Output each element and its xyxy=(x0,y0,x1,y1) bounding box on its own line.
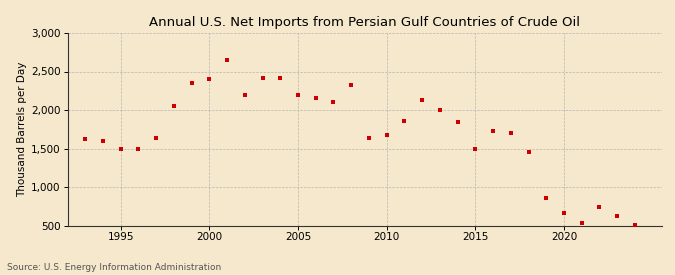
Point xyxy=(630,222,641,227)
Point xyxy=(381,133,392,138)
Text: Source: U.S. Energy Information Administration: Source: U.S. Energy Information Administ… xyxy=(7,263,221,272)
Point xyxy=(221,58,232,62)
Point xyxy=(594,205,605,209)
Point xyxy=(346,82,356,87)
Point xyxy=(115,147,126,152)
Point xyxy=(541,196,551,200)
Point xyxy=(452,120,463,125)
Point xyxy=(364,136,375,140)
Point xyxy=(416,98,427,102)
Point xyxy=(257,75,268,80)
Point xyxy=(275,75,286,80)
Point xyxy=(133,146,144,151)
Point xyxy=(310,96,321,101)
Point xyxy=(98,139,109,143)
Point xyxy=(328,99,339,104)
Y-axis label: Thousand Barrels per Day: Thousand Barrels per Day xyxy=(17,62,27,197)
Point xyxy=(240,92,250,97)
Point xyxy=(487,129,498,133)
Point xyxy=(576,221,587,226)
Point xyxy=(523,150,534,155)
Point xyxy=(186,81,197,85)
Point xyxy=(204,77,215,81)
Point xyxy=(470,146,481,151)
Point xyxy=(80,137,90,141)
Title: Annual U.S. Net Imports from Persian Gulf Countries of Crude Oil: Annual U.S. Net Imports from Persian Gul… xyxy=(149,16,580,29)
Point xyxy=(169,104,180,108)
Point xyxy=(506,131,516,135)
Point xyxy=(612,214,622,218)
Point xyxy=(399,119,410,123)
Point xyxy=(559,211,570,215)
Point xyxy=(151,136,161,141)
Point xyxy=(292,92,303,97)
Point xyxy=(435,108,446,112)
